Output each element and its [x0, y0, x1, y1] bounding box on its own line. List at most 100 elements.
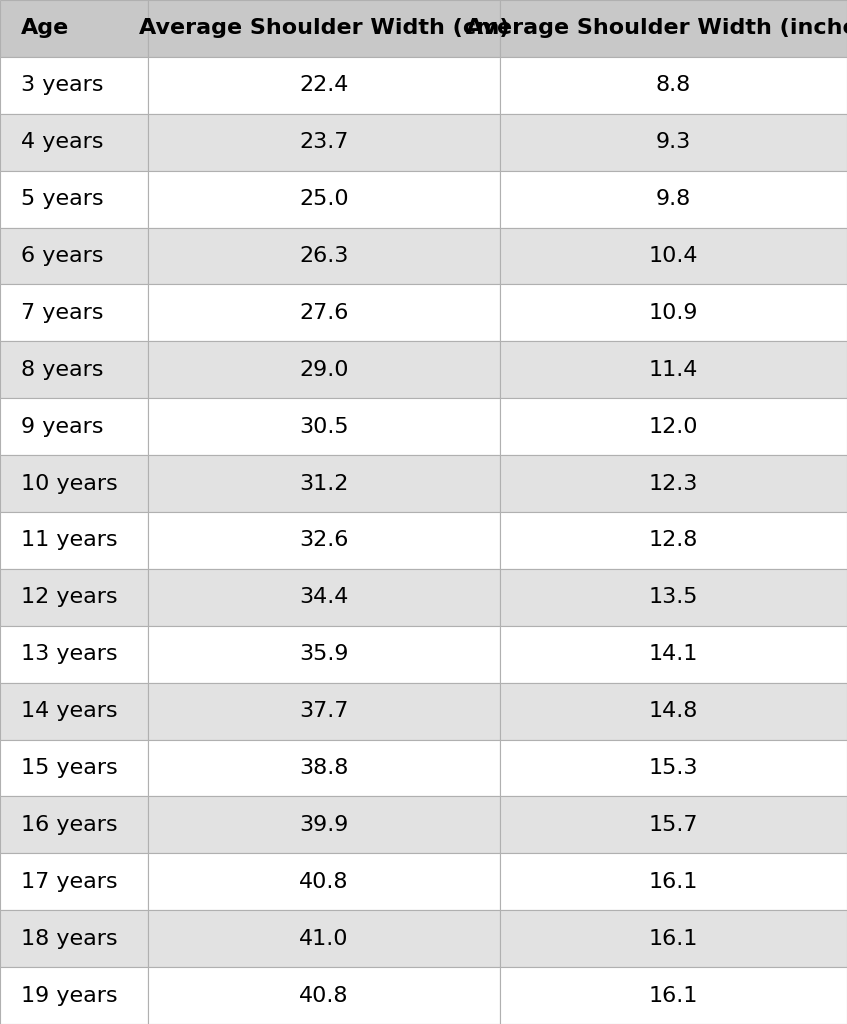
Bar: [500, 853, 847, 910]
Bar: [500, 57, 847, 114]
Bar: [148, 171, 500, 227]
Bar: [500, 910, 847, 967]
Text: 9 years: 9 years: [21, 417, 103, 436]
Text: 32.6: 32.6: [299, 530, 349, 551]
Bar: [500, 227, 847, 285]
Text: 12 years: 12 years: [21, 588, 118, 607]
Text: 18 years: 18 years: [21, 929, 118, 948]
Text: 15.7: 15.7: [649, 815, 698, 835]
Text: 7 years: 7 years: [21, 303, 103, 323]
Bar: [500, 285, 847, 341]
Text: 10.9: 10.9: [649, 303, 698, 323]
Bar: [500, 626, 847, 683]
Text: 41.0: 41.0: [299, 929, 349, 948]
Bar: [148, 114, 500, 171]
Text: 30.5: 30.5: [299, 417, 349, 436]
Text: 25.0: 25.0: [299, 189, 349, 209]
Bar: [500, 455, 847, 512]
Text: 23.7: 23.7: [299, 132, 349, 153]
Text: 14.1: 14.1: [649, 644, 698, 665]
Text: 13.5: 13.5: [649, 588, 698, 607]
Bar: [148, 455, 500, 512]
Text: 11 years: 11 years: [21, 530, 118, 551]
Text: Average Shoulder Width (cm): Average Shoulder Width (cm): [139, 18, 509, 39]
Bar: [0, 341, 148, 398]
Bar: [148, 227, 500, 285]
Bar: [0, 57, 148, 114]
Bar: [148, 683, 500, 739]
Bar: [500, 0, 847, 57]
Text: 37.7: 37.7: [299, 701, 349, 721]
Text: 10 years: 10 years: [21, 473, 118, 494]
Bar: [0, 114, 148, 171]
Text: 38.8: 38.8: [299, 758, 349, 778]
Bar: [148, 512, 500, 569]
Bar: [0, 512, 148, 569]
Bar: [0, 285, 148, 341]
Text: 40.8: 40.8: [299, 871, 349, 892]
Bar: [500, 171, 847, 227]
Bar: [0, 626, 148, 683]
Text: 15 years: 15 years: [21, 758, 118, 778]
Text: 12.8: 12.8: [649, 530, 698, 551]
Bar: [148, 910, 500, 967]
Text: 12.0: 12.0: [649, 417, 698, 436]
Bar: [0, 398, 148, 455]
Text: 16.1: 16.1: [649, 985, 698, 1006]
Bar: [500, 569, 847, 626]
Text: 15.3: 15.3: [649, 758, 698, 778]
Bar: [0, 227, 148, 285]
Bar: [148, 626, 500, 683]
Bar: [0, 0, 148, 57]
Bar: [500, 683, 847, 739]
Bar: [0, 739, 148, 797]
Text: Age: Age: [21, 18, 69, 39]
Bar: [500, 797, 847, 853]
Text: 16 years: 16 years: [21, 815, 118, 835]
Text: 26.3: 26.3: [299, 246, 349, 266]
Text: 16.1: 16.1: [649, 871, 698, 892]
Bar: [148, 739, 500, 797]
Bar: [148, 0, 500, 57]
Text: 3 years: 3 years: [21, 76, 103, 95]
Text: 9.8: 9.8: [656, 189, 691, 209]
Bar: [500, 114, 847, 171]
Bar: [0, 569, 148, 626]
Text: 8 years: 8 years: [21, 359, 103, 380]
Bar: [500, 341, 847, 398]
Text: 14.8: 14.8: [649, 701, 698, 721]
Bar: [0, 910, 148, 967]
Bar: [148, 398, 500, 455]
Bar: [500, 512, 847, 569]
Text: 27.6: 27.6: [299, 303, 349, 323]
Text: 13 years: 13 years: [21, 644, 118, 665]
Bar: [0, 967, 148, 1024]
Bar: [148, 341, 500, 398]
Text: 9.3: 9.3: [656, 132, 691, 153]
Text: 14 years: 14 years: [21, 701, 118, 721]
Text: 6 years: 6 years: [21, 246, 103, 266]
Text: 17 years: 17 years: [21, 871, 118, 892]
Bar: [0, 797, 148, 853]
Text: 19 years: 19 years: [21, 985, 118, 1006]
Bar: [500, 739, 847, 797]
Bar: [148, 797, 500, 853]
Text: 4 years: 4 years: [21, 132, 103, 153]
Bar: [148, 967, 500, 1024]
Text: 5 years: 5 years: [21, 189, 104, 209]
Text: 10.4: 10.4: [649, 246, 698, 266]
Bar: [500, 967, 847, 1024]
Bar: [148, 853, 500, 910]
Text: 34.4: 34.4: [299, 588, 349, 607]
Text: 8.8: 8.8: [656, 76, 691, 95]
Bar: [148, 285, 500, 341]
Text: 35.9: 35.9: [299, 644, 349, 665]
Bar: [0, 683, 148, 739]
Bar: [0, 455, 148, 512]
Bar: [500, 398, 847, 455]
Bar: [0, 171, 148, 227]
Bar: [148, 57, 500, 114]
Text: 31.2: 31.2: [299, 473, 349, 494]
Text: 11.4: 11.4: [649, 359, 698, 380]
Text: 29.0: 29.0: [299, 359, 349, 380]
